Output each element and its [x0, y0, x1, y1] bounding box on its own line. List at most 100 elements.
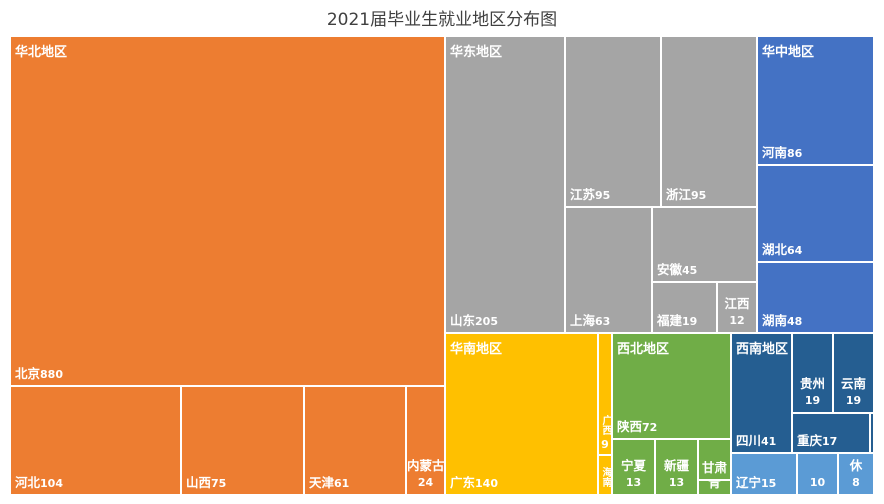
treemap-cell: 湖南48: [757, 262, 874, 333]
cell-value: 13: [668, 476, 685, 489]
cell-name: 云南: [840, 376, 866, 391]
cell-name: 辽宁: [736, 475, 762, 490]
treemap-cell: 内蒙古 24: [406, 386, 445, 495]
cell-label: 海南: [599, 467, 611, 491]
region-label: 西南地区: [736, 342, 789, 357]
cell-name: 青: [708, 480, 721, 490]
cell-label: 重庆17: [797, 430, 837, 449]
cell-name: 宁夏: [620, 458, 646, 473]
cell-name: 山东: [450, 313, 476, 328]
cell-label: 辽宁15: [736, 472, 776, 491]
cell-name: 安徽: [657, 262, 683, 277]
cell-label: 安徽45: [657, 259, 697, 278]
cell-label: 浙江95: [666, 184, 706, 203]
cell-name: 四川: [736, 433, 762, 448]
cell-value: 61: [334, 477, 350, 490]
cell-label: 上海63: [570, 310, 610, 329]
treemap-cell: 青: [698, 480, 731, 495]
treemap-cell: [870, 413, 874, 453]
treemap-cell: 华中地区河南86: [757, 36, 874, 165]
cell-value: 95: [691, 189, 707, 202]
cell-value: 48: [787, 315, 803, 328]
cell-label: 北京880: [15, 363, 63, 382]
cell-value: 75: [211, 477, 227, 490]
cell-value: 205: [475, 315, 498, 328]
cell-value: 12: [729, 314, 745, 327]
treemap-cell: 安徽45: [652, 207, 757, 282]
cell-label: 江西 12: [718, 295, 756, 329]
region-label: 华中地区: [762, 45, 815, 60]
cell-name: 江西: [724, 296, 750, 311]
cell-name: 天津: [309, 475, 335, 490]
treemap-cell: 10: [797, 453, 838, 495]
cell-label: 内蒙古 24: [407, 457, 444, 491]
cell-label: 天津61: [309, 472, 349, 491]
treemap-cell: 西南地区四川41: [731, 333, 792, 453]
cell-name: 内蒙古: [407, 458, 445, 473]
cell-label: 宁夏 13: [613, 457, 654, 491]
cell-label: 广东140: [450, 472, 498, 491]
treemap-cell: 广西 9: [598, 333, 612, 455]
chart-title: 2021届毕业生就业地区分布图: [326, 10, 558, 30]
treemap-cell: 甘肃: [698, 439, 731, 480]
cell-label: 山西75: [186, 472, 226, 491]
cell-label: 四川41: [736, 430, 776, 449]
region-label: 西北地区: [617, 342, 670, 357]
cell-name: 江苏: [570, 187, 596, 202]
cell-name: 广东: [450, 475, 476, 490]
cell-label: 江苏95: [570, 184, 610, 203]
treemap-cell: 天津61: [304, 386, 406, 495]
cell-value: 15: [761, 477, 777, 490]
cell-label: 河北104: [15, 472, 63, 491]
cell-name: 浙江: [666, 187, 692, 202]
cell-value: 140: [475, 477, 498, 490]
treemap-cell: 华东地区山东205: [445, 36, 565, 333]
cell-name: 河北: [15, 475, 41, 490]
cell-name: 山西: [186, 475, 212, 490]
treemap-cell: 江苏95: [565, 36, 661, 207]
cell-name: 甘肃: [701, 460, 727, 475]
treemap-cell: 贵州 19: [792, 333, 833, 413]
cell-value: 10: [809, 476, 826, 489]
cell-value: 95: [595, 189, 611, 202]
cell-value: 41: [761, 435, 777, 448]
cell-value: 72: [642, 421, 658, 434]
cell-value: 8: [852, 476, 860, 489]
treemap-cell: 海南: [598, 455, 612, 495]
cell-label: 广西 9: [599, 415, 611, 451]
cell-label: 云南 19: [834, 375, 873, 409]
cell-name: 湖南: [762, 313, 788, 328]
cell-label: 陕西72: [617, 416, 657, 435]
treemap-cell: 重庆17: [792, 413, 870, 453]
treemap-cell: 华北地区 北京880: [10, 36, 445, 386]
cell-name: 福建: [657, 313, 683, 328]
cell-name: 海南: [600, 467, 611, 487]
cell-label: 湖南48: [762, 310, 802, 329]
treemap-cell: 山西75: [181, 386, 304, 495]
cell-value: 24: [417, 476, 434, 489]
cell-value: 9: [601, 438, 609, 451]
cell-value: 17: [822, 435, 838, 448]
cell-label: 青: [699, 480, 730, 491]
cell-name: 重庆: [797, 433, 823, 448]
treemap-cell: 新疆 13: [655, 439, 698, 495]
cell-value: 104: [40, 477, 63, 490]
cell-label: 河南86: [762, 142, 802, 161]
treemap-cell: 华南地区 广东140: [445, 333, 598, 495]
region-label: 华东地区: [450, 45, 503, 60]
cell-value: 45: [682, 264, 698, 277]
cell-name: 新疆: [663, 458, 689, 473]
cell-name: 贵州: [799, 376, 825, 391]
cell-label: 贵州 19: [793, 375, 832, 409]
cell-name: 上海: [570, 313, 596, 328]
cell-label: 10: [798, 474, 837, 491]
cell-value: 13: [625, 476, 642, 489]
cell-value: 86: [787, 147, 803, 160]
treemap-cell: 宁夏 13: [612, 439, 655, 495]
treemap-cell: 辽宁15: [731, 453, 797, 495]
cell-label: 湖北64: [762, 239, 802, 258]
treemap-cell: 西北地区陕西72: [612, 333, 731, 439]
